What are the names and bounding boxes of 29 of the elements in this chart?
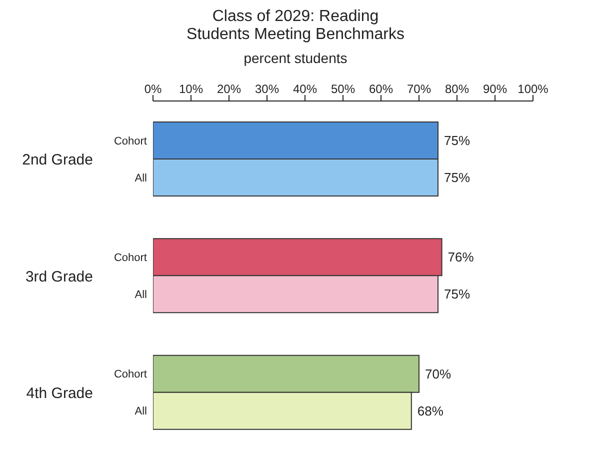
- x-tick-label: 90%: [482, 82, 508, 96]
- x-tick-label: 10%: [178, 82, 204, 96]
- text: Cohort: [114, 368, 147, 381]
- y-tick-label: 4th Grade: [26, 384, 93, 402]
- x-tick-label: 70%: [406, 82, 432, 96]
- data-label: 70%: [425, 366, 452, 382]
- text: All: [134, 406, 147, 418]
- x-tick-label: 80%: [444, 82, 470, 96]
- x-tick-label: 50%: [330, 82, 356, 96]
- data-label: 75%: [444, 170, 470, 186]
- series-label: All: [134, 172, 147, 184]
- chart-title: Class of 2029: Reading: [211, 8, 380, 26]
- data-label: 75%: [444, 133, 470, 148]
- x-tick-label: 60%: [368, 82, 394, 96]
- text: Cohort: [114, 252, 147, 264]
- data-label: 76%: [448, 250, 474, 265]
- y-tick-label: 2nd Grade: [22, 152, 93, 169]
- x-tick-label: 20%: [216, 82, 242, 96]
- x-tick-label: 100%: [518, 82, 549, 96]
- data-label: 75%: [444, 286, 470, 302]
- y-tick-label: 3rd Grade: [25, 268, 93, 286]
- series-label: Cohort: [114, 135, 147, 148]
- x-axis-title: percent students: [242, 50, 348, 66]
- data-label: 68%: [417, 403, 444, 418]
- x-tick-label: 40%: [292, 82, 318, 96]
- chart-subtitle: Students Meeting Benchmarks: [186, 26, 406, 44]
- x-tick-label: 0%: [144, 82, 162, 96]
- x-tick-label: 30%: [254, 82, 280, 96]
- text: All: [134, 289, 147, 302]
